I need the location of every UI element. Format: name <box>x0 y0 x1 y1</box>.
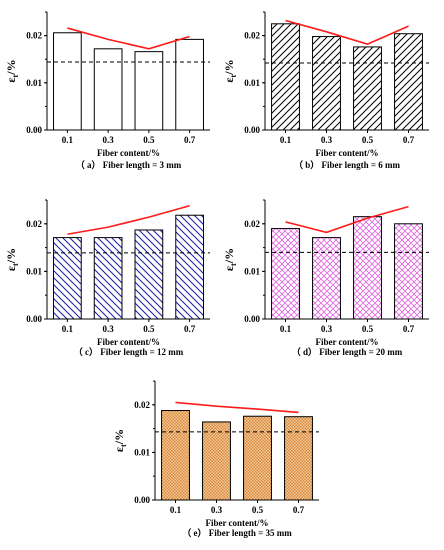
y-tick-label: 0.01 <box>244 78 260 88</box>
y-tick-label: 0.02 <box>244 219 260 229</box>
x-axis-label: Fiber content/% <box>97 337 160 347</box>
y-axis-label: εt/% <box>112 429 128 452</box>
panel-b: 0.00 0.01 0.02 εt/% 0.1 0.3 0.5 0.7 Fiber conten… <box>222 11 429 170</box>
y-axis-label: εt/% <box>4 59 20 82</box>
x-axis-label: Fiber content/% <box>315 337 378 347</box>
panel-caption: （ e） Fiber length = 35 mm <box>182 528 292 538</box>
bar-0.7 <box>284 416 313 501</box>
bar-0.1 <box>53 237 82 320</box>
y-tick-label: 0.00 <box>26 314 42 324</box>
panel-a: 0.00 0.01 0.02 εt/% 0.1 0.3 0.5 0.7 Fiber conten… <box>4 11 210 170</box>
bar-0.5 <box>353 46 382 131</box>
y-axis-label: εt/% <box>222 248 238 271</box>
trend-line <box>285 19 409 45</box>
x-tick-label: 0.3 <box>321 135 333 145</box>
bar-0.5 <box>243 415 272 501</box>
x-tick-label: 0.1 <box>280 135 292 145</box>
y-tick-label: 0.00 <box>244 314 260 324</box>
x-tick-label: 0.5 <box>143 324 155 334</box>
x-tick-label: 0.5 <box>252 505 264 515</box>
y-tick-label: 0.00 <box>244 125 260 135</box>
y-tick-label: 0.02 <box>244 31 260 41</box>
bar-0.5 <box>353 216 382 320</box>
bar-0.1 <box>271 228 300 320</box>
bar-0.3 <box>312 36 341 131</box>
panel-caption: （ b） Fiber length = 6 mm <box>294 160 400 170</box>
x-tick-label: 0.5 <box>143 135 155 145</box>
x-tick-label: 0.1 <box>280 324 292 334</box>
panel-caption: （ c） Fiber length = 12 mm <box>74 347 184 357</box>
bar-0.7 <box>394 223 423 320</box>
x-tick-label: 0.3 <box>211 505 223 515</box>
y-tick-label: 0.02 <box>26 219 42 229</box>
x-tick-label: 0.7 <box>403 135 415 145</box>
trend-line <box>285 205 409 234</box>
bar-0.7 <box>394 33 423 131</box>
panel-c: 0.00 0.01 0.02 εt/% 0.1 0.3 0.5 0.7 Fiber conten… <box>4 199 210 357</box>
x-tick-label: 0.5 <box>362 324 374 334</box>
bar-0.1 <box>161 410 190 501</box>
bar-0.3 <box>312 237 341 320</box>
bar-0.3 <box>93 237 123 320</box>
y-tick-label: 0.02 <box>134 400 150 410</box>
y-tick-label: 0.02 <box>26 31 42 41</box>
bar-0.1 <box>271 23 300 131</box>
y-axis-label: εt/% <box>222 59 238 82</box>
x-tick-label: 0.7 <box>184 324 196 334</box>
x-tick-label: 0.7 <box>403 324 415 334</box>
panel-d: 0.00 0.01 0.02 εt/% 0.1 0.3 0.5 0.7 Fiber conten… <box>222 199 429 357</box>
x-tick-label: 0.3 <box>321 324 333 334</box>
bar-0.5 <box>134 51 164 131</box>
x-tick-label: 0.1 <box>62 135 74 145</box>
y-tick-label: 0.01 <box>26 78 42 88</box>
y-tick-label: 0.00 <box>134 495 150 505</box>
panel-caption: （ d） Fiber length = 20 mm <box>292 347 403 357</box>
x-tick-label: 0.7 <box>293 505 305 515</box>
x-tick-label: 0.7 <box>184 135 196 145</box>
x-tick-label: 0.5 <box>362 135 374 145</box>
y-tick-label: 0.01 <box>244 266 260 276</box>
x-tick-label: 0.1 <box>62 324 74 334</box>
x-axis-label: Fiber content/% <box>315 148 378 158</box>
bar-0.7 <box>175 38 204 131</box>
panel-caption: （ a） Fiber length = 3 mm <box>76 160 182 170</box>
bar-0.5 <box>134 229 164 320</box>
trend-line <box>175 401 299 414</box>
y-axis-label: εt/% <box>4 248 20 271</box>
bar-0.7 <box>175 214 204 320</box>
x-tick-label: 0.1 <box>170 505 182 515</box>
bar-0.3 <box>202 421 231 501</box>
y-tick-label: 0.01 <box>134 447 150 457</box>
bar-0.1 <box>53 32 82 131</box>
x-tick-label: 0.3 <box>103 324 115 334</box>
panel-e: 0.00 0.01 0.02 εt/% 0.1 0.3 0.5 0.7 Fiber conten… <box>112 380 319 538</box>
y-tick-label: 0.01 <box>26 266 42 276</box>
trend-line <box>67 204 190 236</box>
x-tick-label: 0.3 <box>103 135 115 145</box>
bar-0.3 <box>93 48 123 131</box>
x-axis-label: Fiber content/% <box>205 518 268 528</box>
trend-line <box>67 27 190 50</box>
x-axis-label: Fiber content/% <box>97 148 160 158</box>
y-tick-label: 0.00 <box>26 125 42 135</box>
